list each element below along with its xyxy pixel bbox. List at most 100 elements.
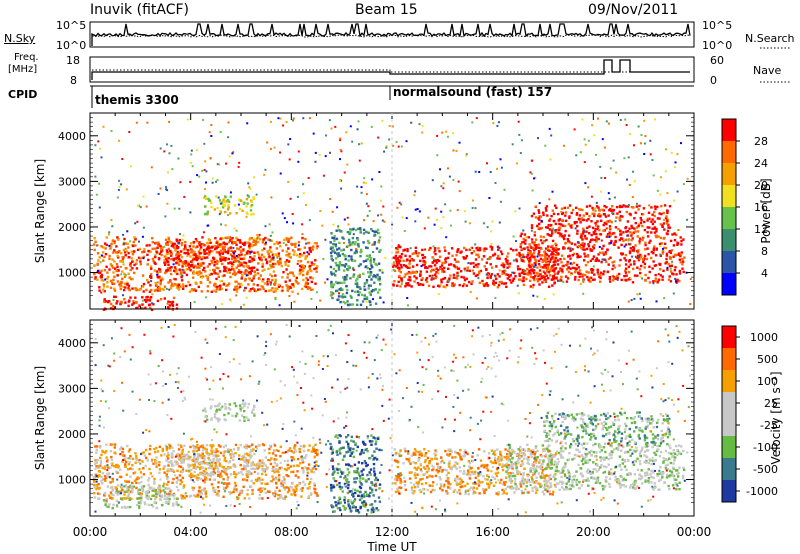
- noise-cell: [166, 302, 169, 305]
- data-cell: [199, 248, 202, 251]
- data-cell: [288, 285, 292, 289]
- data-cell: [465, 248, 468, 252]
- data-cell: [258, 479, 261, 482]
- data-cell: [395, 247, 398, 250]
- data-cell: [529, 285, 532, 288]
- data-cell: [335, 237, 338, 241]
- data-cell: [222, 241, 226, 244]
- data-cell: [649, 239, 652, 242]
- noise-cell: [664, 170, 667, 173]
- data-cell: [137, 476, 141, 480]
- noise-cell: [381, 271, 384, 274]
- data-cell: [214, 464, 217, 467]
- data-cell: [358, 286, 361, 289]
- data-cell: [552, 263, 555, 267]
- data-cell: [187, 454, 190, 457]
- data-cell: [93, 237, 96, 240]
- data-cell: [570, 242, 574, 245]
- data-cell: [343, 278, 346, 281]
- data-cell: [583, 252, 586, 255]
- data-cell: [669, 280, 673, 283]
- data-cell: [642, 207, 646, 210]
- data-cell: [376, 231, 380, 235]
- data-cell: [446, 453, 449, 456]
- data-cell: [591, 206, 594, 210]
- data-cell: [651, 227, 654, 230]
- data-cell: [253, 467, 256, 471]
- data-cell: [93, 272, 96, 276]
- data-cell: [301, 461, 305, 464]
- data-cell: [167, 461, 170, 464]
- data-cell: [497, 456, 501, 459]
- data-cell: [103, 242, 107, 245]
- noise-cell: [122, 242, 125, 245]
- data-cell: [655, 227, 658, 231]
- noise-cell: [253, 270, 256, 273]
- data-cell: [592, 231, 595, 234]
- data-cell: [225, 258, 228, 262]
- data-cell: [192, 457, 196, 460]
- data-cell: [589, 248, 592, 251]
- data-cell: [421, 248, 424, 252]
- data-cell: [443, 246, 446, 249]
- data-cell: [431, 475, 434, 478]
- data-cell: [119, 287, 122, 291]
- data-cell: [132, 302, 135, 305]
- data-cell: [376, 228, 380, 232]
- data-cell: [406, 258, 409, 261]
- data-cell: [304, 255, 307, 258]
- data-cell: [339, 288, 343, 292]
- data-cell: [119, 468, 122, 471]
- data-cell: [566, 238, 569, 241]
- data-cell: [187, 465, 190, 469]
- data-cell: [287, 449, 290, 452]
- noise-cell: [662, 247, 664, 250]
- data-cell: [252, 275, 256, 278]
- data-cell: [157, 464, 161, 467]
- data-cell: [286, 276, 289, 279]
- data-cell: [276, 255, 279, 258]
- data-cell: [163, 497, 166, 501]
- data-cell: [193, 253, 196, 257]
- data-cell: [205, 451, 208, 454]
- data-cell: [563, 237, 566, 241]
- data-cell: [408, 262, 411, 265]
- colorbar-tick-label: 16: [754, 201, 768, 214]
- data-cell: [375, 247, 379, 250]
- data-cell: [104, 247, 107, 250]
- data-cell: [129, 265, 132, 268]
- data-cell: [170, 266, 173, 269]
- data-cell: [203, 462, 206, 465]
- data-cell: [98, 486, 101, 490]
- data-cell: [310, 450, 314, 453]
- data-cell: [583, 248, 586, 251]
- data-cell: [128, 263, 132, 267]
- data-cell: [431, 261, 434, 264]
- data-cell: [372, 258, 376, 261]
- data-cell: [212, 444, 215, 447]
- data-cell: [682, 270, 685, 274]
- data-cell: [629, 247, 632, 250]
- data-cell: [125, 473, 128, 476]
- data-cell: [593, 238, 597, 242]
- data-cell: [192, 270, 195, 273]
- noise-cell: [491, 220, 494, 223]
- data-cell: [546, 268, 550, 271]
- data-cell: [515, 248, 518, 252]
- data-cell: [580, 243, 583, 246]
- data-cell: [170, 284, 173, 287]
- data-cell: [178, 257, 181, 261]
- noise-cell: [342, 242, 345, 244]
- data-cell: [522, 279, 525, 282]
- data-cell: [663, 242, 667, 245]
- data-cell: [257, 488, 260, 491]
- data-cell: [206, 285, 210, 288]
- data-cell: [576, 256, 579, 259]
- data-cell: [597, 273, 600, 276]
- noise-cell: [665, 148, 667, 151]
- data-cell: [171, 468, 175, 472]
- data-cell: [648, 281, 652, 284]
- noise-cell: [219, 131, 222, 134]
- noise-cell: [633, 297, 636, 300]
- noise-cell: [196, 174, 199, 177]
